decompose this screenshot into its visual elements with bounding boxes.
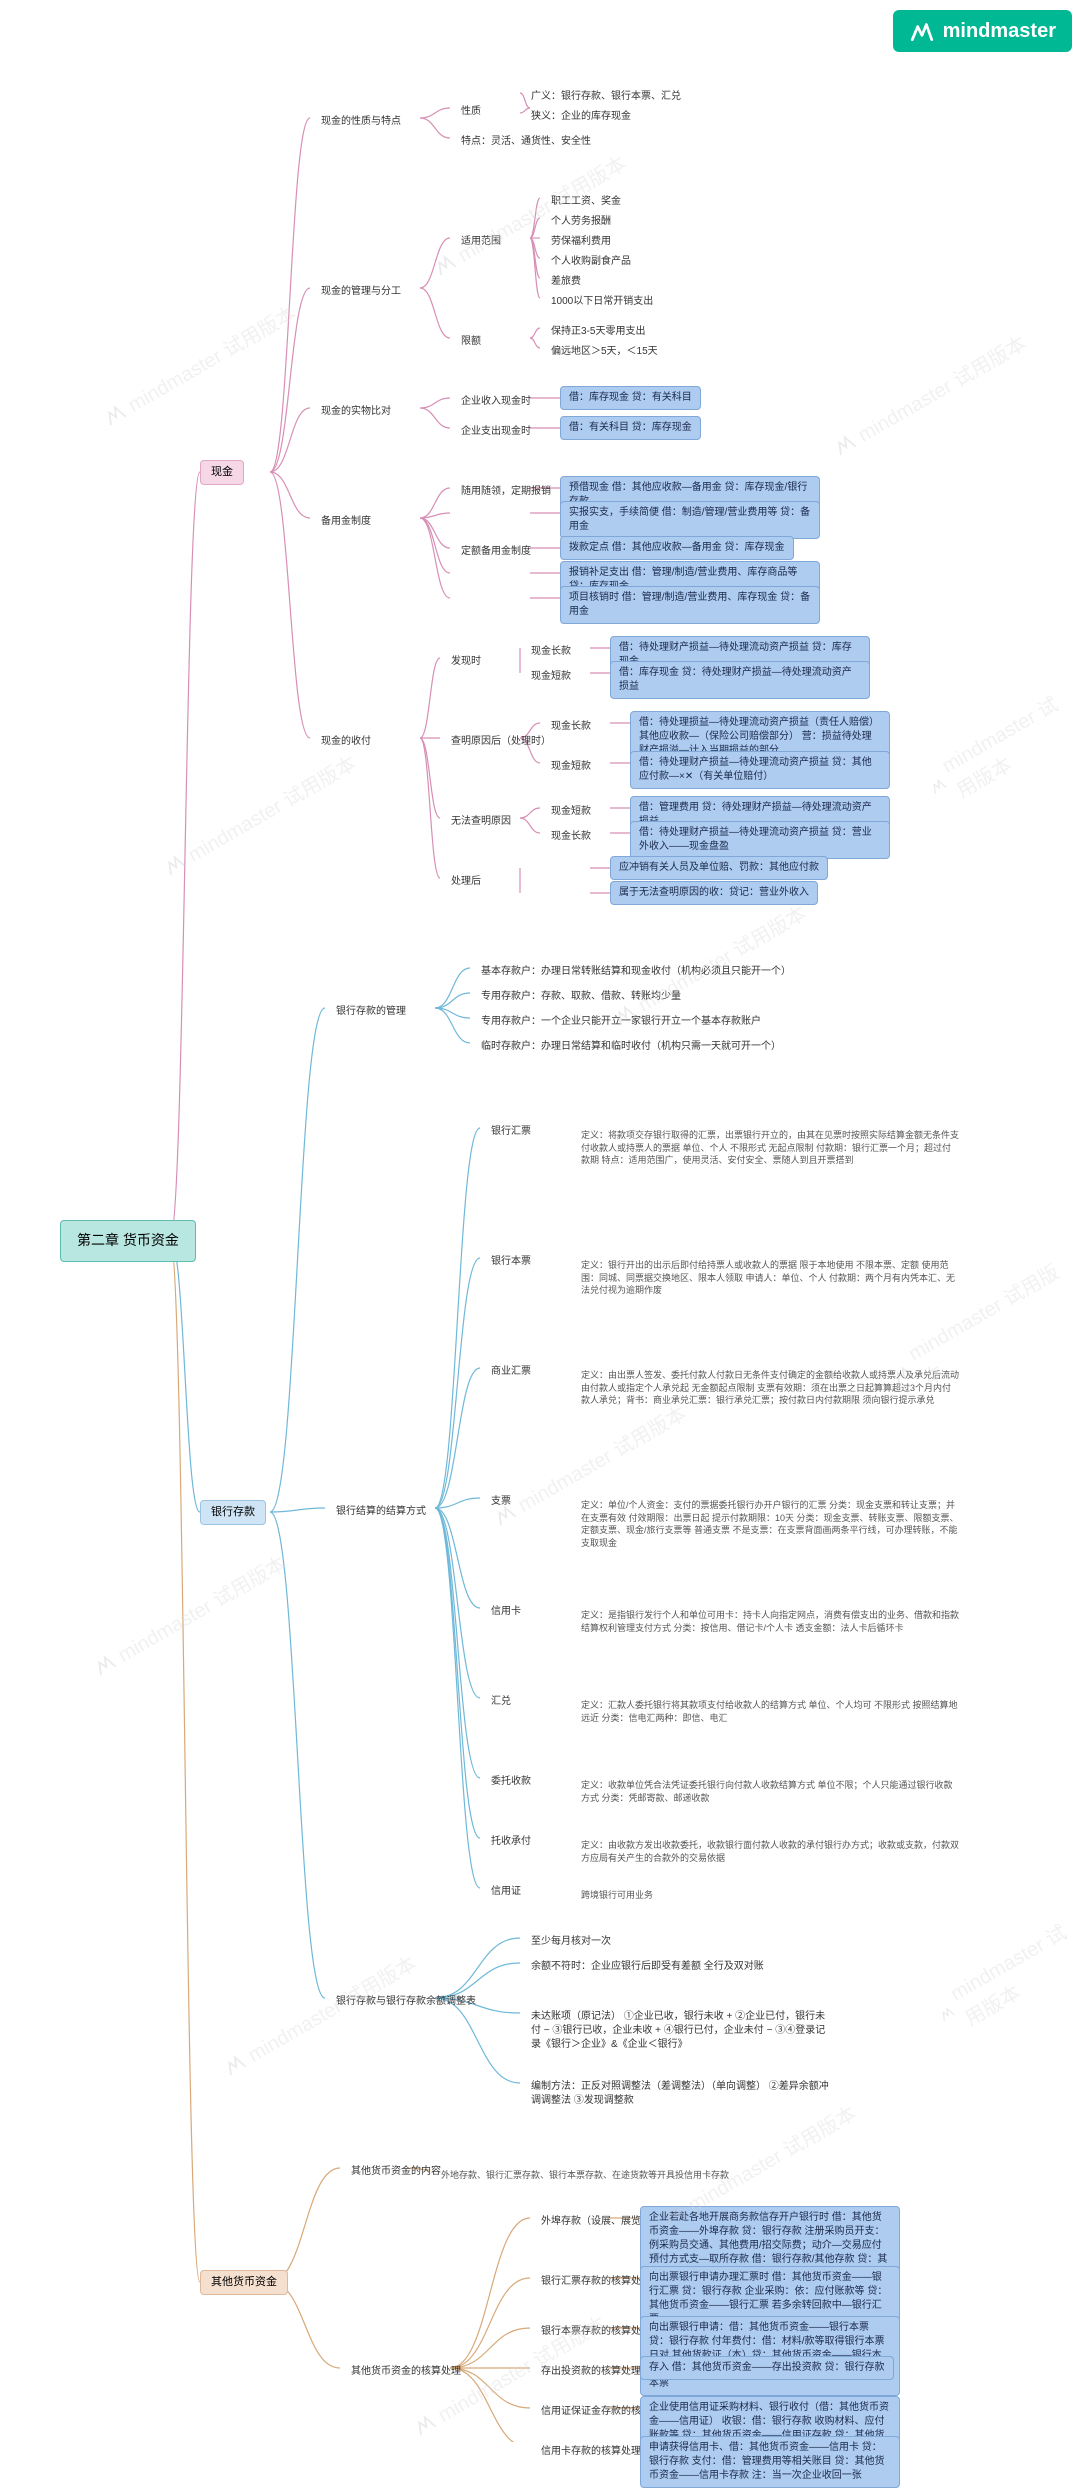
subtopic-node[interactable]: 临时存款户：办理日常结算和临时收付（机构只需一天就可开一个） (470, 1035, 792, 1059)
subtopic-node[interactable]: 定额备用金制度 (450, 540, 542, 564)
branch-bank[interactable]: 银行存款 (200, 1500, 266, 1525)
formula-node[interactable]: 实报实支，手续简便 借：制造/管理/营业费用等 贷：备用金 (560, 501, 820, 539)
watermark: mindmaster 试用版本 (926, 1916, 1082, 2042)
formula-node[interactable]: 借：待处理财产损益—待处理流动资产损益 贷：其他应付款—×✕（有关单位赔付） (630, 751, 890, 789)
subtopic-node[interactable]: 余额不符时：企业应银行后即受有差额 全行及双对账 (520, 1955, 775, 1979)
subtopic-node[interactable]: 企业支出现金时 (450, 420, 542, 444)
subtopic-node[interactable]: 支票 (480, 1490, 522, 1514)
leaf-node[interactable]: 狭义：企业的库存现金 (520, 105, 642, 129)
subtopic-node[interactable]: 汇兑 (480, 1690, 522, 1714)
topic-node[interactable]: 备用金制度 (310, 510, 382, 534)
subtopic-node[interactable]: 企业收入现金时 (450, 390, 542, 414)
formula-node[interactable]: 存入 借：其他货币资金——存出投资款 贷：银行存款 (640, 2356, 894, 2380)
topic-node[interactable]: 其他货币资金的核算处理 (340, 2360, 472, 2384)
subtopic-node[interactable]: 专用存款户：存款、取款、借款、转账均少量 (470, 985, 692, 1009)
watermark: mindmaster 试用版本 (157, 747, 360, 881)
subtopic-node[interactable]: 无法查明原因 (440, 810, 522, 834)
subtopic-node[interactable]: 专用存款户：一个企业只能开立一家银行开立一个基本存款账户 (470, 1010, 772, 1034)
subtopic-node[interactable]: 特点：灵活、通货性、安全性 (450, 130, 602, 154)
formula-node[interactable]: 申请获得信用卡、借：其他货币资金——信用卡 贷：银行存款 支付：借：管理费用等相… (640, 2436, 900, 2488)
subtopic-node[interactable]: 委托收款 (480, 1770, 542, 1794)
subtopic-node[interactable]: 信用证 (480, 1880, 532, 1904)
watermark: mindmaster 试用版本 (217, 1947, 420, 2081)
brand-icon (909, 18, 935, 44)
subtopic-node[interactable]: 存出投资款的核算处理 (530, 2360, 652, 2384)
leaf-node[interactable]: 现金长款 (540, 715, 602, 739)
subtopic-node[interactable]: 限额 (450, 330, 492, 354)
subtopic-desc[interactable]: 定义：收款单位凭合法凭证委托银行向付款人收款结算方式 单位不限；个人只能通过银行… (570, 1774, 970, 1809)
subtopic-node[interactable]: 处理后 (440, 870, 492, 894)
subtopic-node[interactable]: 未达账项（原记法） ①企业已收，银行未收 + ②企业已付，银行未付 − ③银行已… (520, 2005, 840, 2057)
topic-node[interactable]: 银行存款的管理 (325, 1000, 417, 1024)
leaf-node[interactable]: 现金长款 (540, 825, 602, 849)
formula-node[interactable]: 拨款定点 借：其他应收款—备用金 贷：库存现金 (560, 536, 794, 560)
watermark: mindmaster 试用版本 (827, 327, 1030, 461)
leaf-node[interactable]: 现金短款 (520, 665, 582, 689)
subtopic-desc[interactable]: 定义：汇款人委托银行将其款项支付给收款人的结算方式 单位、个人均可 不限形式 按… (570, 1694, 970, 1729)
formula-node[interactable]: 借：待处理财产损益—待处理流动资产损益 贷：营业外收入——现金盘盈 (630, 821, 890, 859)
leaf-node[interactable]: 偏远地区＞5天，＜15天 (540, 340, 669, 364)
topic-node[interactable]: 银行结算的结算方式 (325, 1500, 437, 1524)
subtopic-node[interactable]: 银行汇票 (480, 1120, 542, 1144)
watermark: mindmaster 试用版本 (97, 297, 300, 431)
topic-node[interactable]: 现金的实物比对 (310, 400, 402, 424)
root-node[interactable]: 第二章 货币资金 (60, 1220, 196, 1262)
branch-other[interactable]: 其他货币资金 (200, 2270, 288, 2295)
topic-node[interactable]: 现金的性质与特点 (310, 110, 412, 134)
subtopic-node[interactable]: 信用卡存款的核算处理 (530, 2440, 652, 2464)
subtopic-desc[interactable]: 定义：银行开出的出示后即付给持票人或收款人的票据 限于本地使用 不限本票、定额 … (570, 1254, 970, 1302)
subtopic-node[interactable]: 至少每月核对一次 (520, 1930, 622, 1954)
subtopic-desc[interactable]: 定义：单位/个人资金：支付的票据委托银行办开户银行的汇票 分类：现金支票和转让支… (570, 1494, 970, 1554)
formula-node[interactable]: 属于无法查明原因的收：贷记：营业外收入 (610, 881, 818, 905)
formula-node[interactable]: 借：库存现金 贷：待处理财产损益—待处理流动资产损益 (610, 661, 870, 699)
subtopic-desc[interactable]: 定义：由收款方发出收款委托，收款银行面付款人收款的承付银行办方式；收款或支款，付… (570, 1834, 970, 1869)
subtopic-node[interactable]: 基本存款户：办理日常转账结算和现金收付（机构必须且只能开一个） (470, 960, 802, 984)
subtopic-node[interactable]: 性质 (450, 100, 492, 124)
topic-desc[interactable]: 外地存款、银行汇票存款、银行本票存款、在途货款等开具投信用卡存款 (430, 2164, 740, 2187)
formula-node[interactable]: 借：库存现金 贷：有关科目 (560, 386, 701, 410)
leaf-node[interactable]: 现金长款 (520, 640, 582, 664)
subtopic-node[interactable] (450, 565, 472, 575)
subtopic-node[interactable]: 银行本票 (480, 1250, 542, 1274)
leaf-node[interactable]: 现金短款 (540, 800, 602, 824)
mindmap-canvas: mindmaster 第二章 货币资金现金现金的性质与特点性质广义：银行存款、银… (0, 0, 1082, 2442)
subtopic-node[interactable]: 信用卡 (480, 1600, 532, 1624)
watermark: mindmaster 试用版本 (916, 683, 1082, 814)
topic-node[interactable]: 现金的收付 (310, 730, 382, 754)
leaf-node[interactable]: 现金短款 (540, 755, 602, 779)
subtopic-node[interactable]: 托收承付 (480, 1830, 542, 1854)
subtopic-node[interactable] (450, 590, 472, 600)
formula-node[interactable]: 应冲销有关人员及单位赔、罚款：其他应付款 (610, 856, 828, 880)
subtopic-desc[interactable]: 定义：是指银行发行个人和单位可用卡：持卡人向指定网点，消费有偿支出的业务、借款和… (570, 1604, 970, 1639)
subtopic-node[interactable]: 随用随领，定期报销 (450, 480, 562, 504)
subtopic-node[interactable]: 发现时 (440, 650, 492, 674)
subtopic-desc[interactable]: 定义：将款项交存银行取得的汇票，出票银行开立的，由其在见票时按照实际结算金额无条… (570, 1124, 970, 1172)
topic-node[interactable]: 现金的管理与分工 (310, 280, 412, 304)
formula-node[interactable]: 借：有关科目 贷：库存现金 (560, 416, 701, 440)
watermark: mindmaster 试用版本 (87, 1547, 290, 1681)
subtopic-node[interactable]: 编制方法：正反对照调整法（差调整法）（单向调整） ②差异余额冲调调整法 ③发现调… (520, 2075, 840, 2113)
branch-cash[interactable]: 现金 (200, 460, 244, 485)
subtopic-desc[interactable]: 定义：由出票人签发、委托付款人付款日无条件支付确定的金额给收款人或持票人及承兑后… (570, 1364, 970, 1412)
subtopic-node[interactable] (450, 505, 472, 515)
leaf-node[interactable]: 1000以下日常开销支出 (540, 290, 664, 314)
subtopic-node[interactable]: 商业汇票 (480, 1360, 542, 1384)
topic-node[interactable]: 银行存款与银行存款余额调整表 (325, 1990, 487, 2014)
brand-badge: mindmaster (893, 10, 1072, 52)
subtopic-desc[interactable]: 跨境银行可用业务 (570, 1884, 664, 1907)
subtopic-node[interactable]: 适用范围 (450, 230, 512, 254)
brand-text: mindmaster (943, 20, 1056, 43)
formula-node[interactable]: 项目核销时 借：管理/制造/营业费用、库存现金 贷：备用金 (560, 586, 820, 624)
